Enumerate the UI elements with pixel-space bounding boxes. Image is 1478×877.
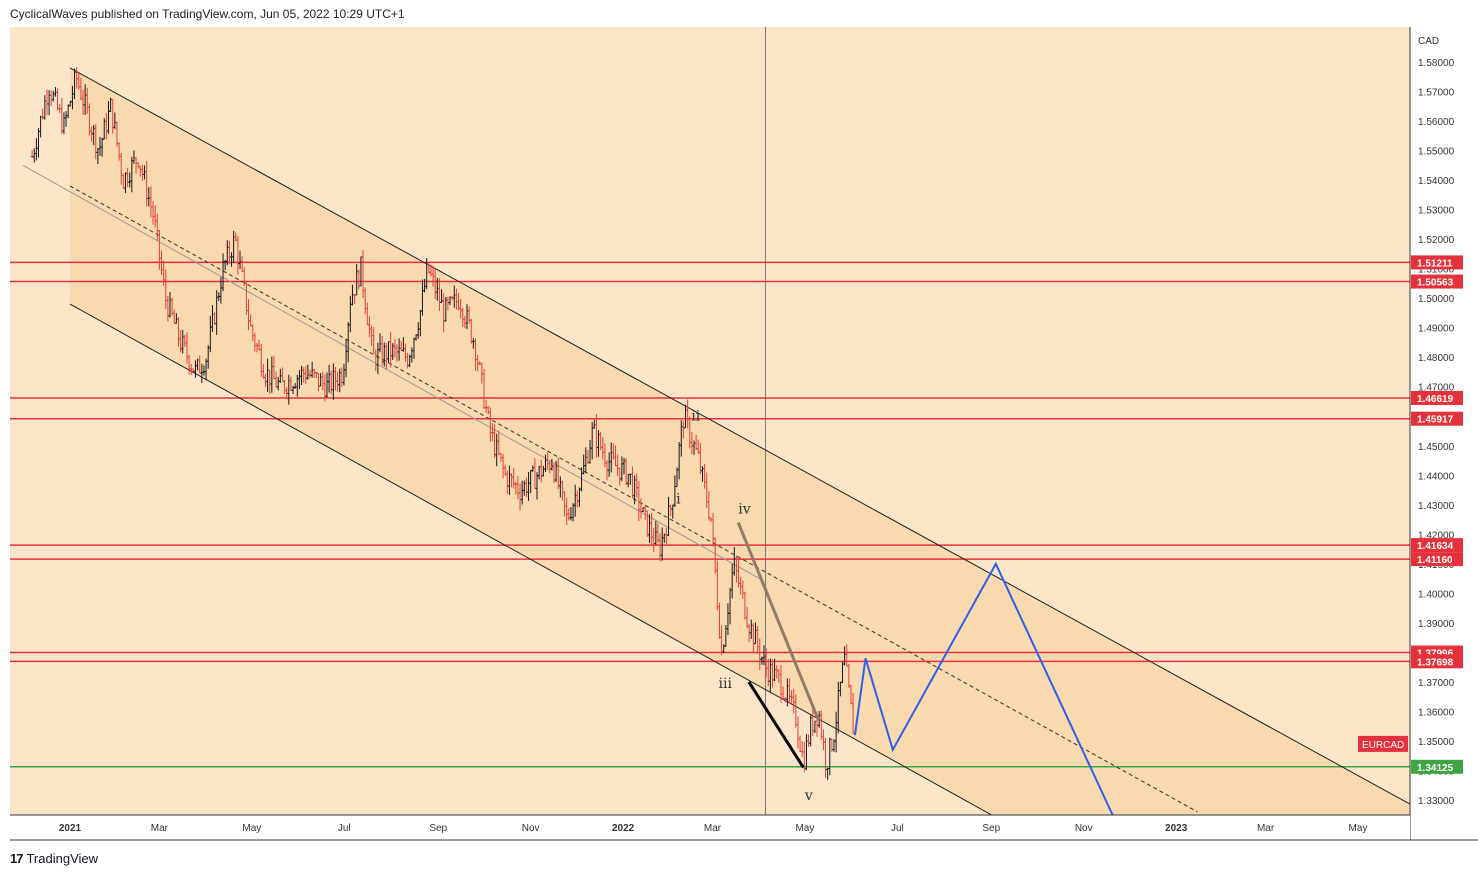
price-tick-label: 1.47000 [1418, 383, 1455, 394]
price-tag-label: 1.51211 [1417, 258, 1453, 269]
price-tick-label: 1.35000 [1418, 737, 1455, 748]
wave-label: v [804, 788, 813, 804]
tradingview-footer[interactable]: 17 TradingView [10, 851, 98, 866]
price-tick-label: 1.37000 [1418, 678, 1455, 689]
price-tag-background [1411, 274, 1463, 289]
price-tag-label: 1.45917 [1417, 415, 1454, 426]
price-tag-background [1411, 538, 1463, 553]
channel-upper-line[interactable] [69, 67, 1419, 810]
time-tick-label: 2023 [1165, 823, 1188, 834]
price-tick-label: 1.53000 [1418, 206, 1455, 217]
price-tick-label: 1.40000 [1418, 589, 1455, 600]
price-tick-label: 1.49000 [1418, 324, 1455, 335]
tradingview-logo-icon: 17 [10, 851, 24, 866]
price-tag-label: 1.37996 [1417, 649, 1454, 660]
publisher-text: CyclicalWaves published on TradingView.c… [10, 7, 405, 21]
time-tick-label: Mar [1257, 823, 1275, 834]
time-tick-label: Jul [338, 823, 351, 834]
time-tick-label: May [795, 823, 814, 834]
price-tag-background [1411, 390, 1463, 405]
price-tick-label: 1.44000 [1418, 471, 1455, 482]
price-tick-label: 1.43000 [1418, 501, 1455, 512]
price-tag-label: 1.34125 [1417, 763, 1454, 774]
time-axis-background[interactable] [10, 815, 1410, 840]
tradingview-brand: TradingView [26, 851, 99, 866]
price-tick-label: 1.57000 [1418, 88, 1455, 99]
price-tick-label: 1.33000 [1418, 796, 1455, 807]
price-tick-label: 1.54000 [1418, 176, 1455, 187]
price-tag-background [1411, 411, 1463, 426]
price-tick-label: 1.51000 [1418, 265, 1455, 276]
price-tick-label: 1.42000 [1418, 530, 1455, 541]
price-tag-background [1411, 552, 1463, 567]
price-tick-label: 1.45000 [1418, 442, 1455, 453]
time-tick-label: Nov [522, 823, 540, 834]
price-tick-label: 1.36000 [1418, 707, 1455, 718]
time-tick-label: Mar [704, 823, 722, 834]
time-tick-label: Jul [891, 823, 904, 834]
price-tick-label: 1.56000 [1418, 117, 1455, 128]
symbol-tag-label: EURCAD [1362, 740, 1404, 751]
price-tag-label: 1.46619 [1417, 394, 1454, 405]
wave-label: ii [691, 409, 700, 425]
channel-fill [70, 67, 1419, 816]
time-tick-label: Mar [151, 823, 169, 834]
wave-trend-line[interactable] [747, 681, 805, 769]
price-tag-background [1411, 654, 1463, 669]
price-tick-label: 1.52000 [1418, 235, 1455, 246]
channel-middle-dashed-line[interactable] [69, 185, 1198, 813]
wave-label: iii [719, 676, 733, 692]
currency-label: CAD [1418, 36, 1439, 47]
symbol-tag-background [1358, 735, 1408, 752]
publisher-header: CyclicalWaves published on TradingView.c… [10, 7, 405, 21]
price-tick-label: 1.58000 [1418, 58, 1455, 69]
price-tag-background [1411, 759, 1463, 774]
channel-lower-line[interactable] [69, 303, 992, 816]
price-tag-label: 1.41160 [1417, 555, 1453, 566]
price-tag-background [1411, 255, 1463, 270]
price-tag-label: 1.41634 [1417, 541, 1454, 552]
price-tick-label: 1.39000 [1418, 619, 1455, 630]
wave-label: i [676, 491, 681, 507]
wave-label: iv [738, 502, 750, 518]
time-tick-label: May [242, 823, 261, 834]
time-tick-label: 2022 [612, 823, 635, 834]
price-tick-label: 1.48000 [1418, 353, 1455, 364]
projection-path[interactable] [853, 561, 1114, 816]
price-tag-label: 1.50563 [1417, 278, 1454, 289]
time-tick-label: 2021 [59, 823, 82, 834]
price-tag-label: 1.37698 [1417, 657, 1454, 668]
wave-trend-line[interactable] [736, 521, 820, 721]
price-tick-label: 1.50000 [1418, 294, 1455, 305]
time-tick-label: Nov [1075, 823, 1093, 834]
price-tick-label: 1.55000 [1418, 147, 1455, 158]
trend-line-gray[interactable] [22, 164, 760, 580]
time-tick-label: Sep [429, 823, 447, 834]
time-tick-label: May [1349, 823, 1368, 834]
time-tick-label: Sep [982, 823, 1000, 834]
